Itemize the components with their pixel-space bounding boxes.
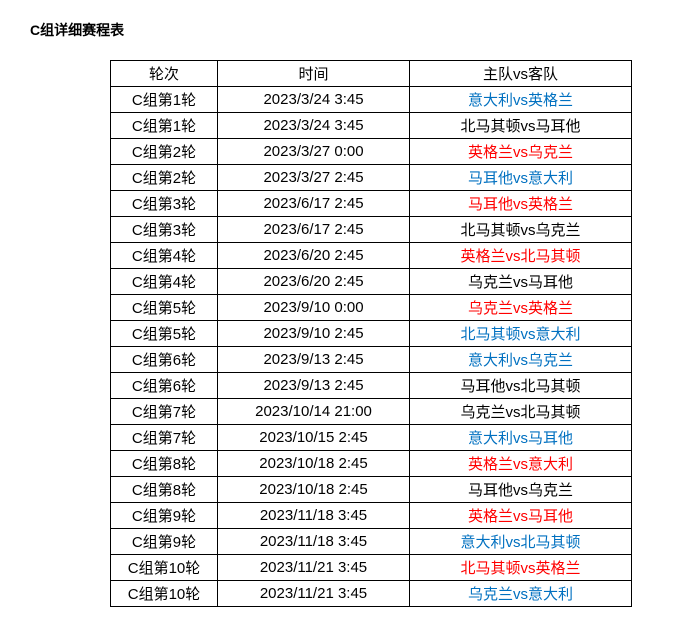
- cell-round: C组第6轮: [111, 347, 218, 373]
- cell-round: C组第9轮: [111, 503, 218, 529]
- cell-match: 意大利vs乌克兰: [410, 347, 632, 373]
- table-row: C组第7轮2023/10/15 2:45意大利vs马耳他: [111, 425, 632, 451]
- cell-time: 2023/11/21 3:45: [218, 581, 410, 607]
- table-row: C组第5轮2023/9/10 2:45北马其顿vs意大利: [111, 321, 632, 347]
- cell-time: 2023/3/27 2:45: [218, 165, 410, 191]
- cell-round: C组第10轮: [111, 581, 218, 607]
- cell-round: C组第1轮: [111, 87, 218, 113]
- cell-match: 英格兰vs北马其顿: [410, 243, 632, 269]
- table-row: C组第2轮2023/3/27 0:00英格兰vs乌克兰: [111, 139, 632, 165]
- table-header-row: 轮次 时间 主队vs客队: [111, 61, 632, 87]
- cell-round: C组第7轮: [111, 425, 218, 451]
- cell-round: C组第3轮: [111, 191, 218, 217]
- cell-match: 马耳他vs英格兰: [410, 191, 632, 217]
- table-row: C组第10轮2023/11/21 3:45北马其顿vs英格兰: [111, 555, 632, 581]
- col-header-match: 主队vs客队: [410, 61, 632, 87]
- table-row: C组第8轮2023/10/18 2:45英格兰vs意大利: [111, 451, 632, 477]
- cell-round: C组第8轮: [111, 451, 218, 477]
- cell-match: 意大利vs马耳他: [410, 425, 632, 451]
- cell-time: 2023/3/24 3:45: [218, 87, 410, 113]
- cell-round: C组第10轮: [111, 555, 218, 581]
- cell-match: 北马其顿vs英格兰: [410, 555, 632, 581]
- table-row: C组第1轮2023/3/24 3:45北马其顿vs马耳他: [111, 113, 632, 139]
- col-header-round: 轮次: [111, 61, 218, 87]
- cell-time: 2023/9/13 2:45: [218, 373, 410, 399]
- cell-time: 2023/10/18 2:45: [218, 477, 410, 503]
- schedule-table: 轮次 时间 主队vs客队 C组第1轮2023/3/24 3:45意大利vs英格兰…: [110, 60, 632, 607]
- cell-round: C组第2轮: [111, 165, 218, 191]
- cell-match: 意大利vs英格兰: [410, 87, 632, 113]
- cell-time: 2023/10/18 2:45: [218, 451, 410, 477]
- cell-match: 北马其顿vs马耳他: [410, 113, 632, 139]
- cell-time: 2023/9/10 0:00: [218, 295, 410, 321]
- cell-time: 2023/6/20 2:45: [218, 269, 410, 295]
- cell-match: 马耳他vs北马其顿: [410, 373, 632, 399]
- cell-round: C组第3轮: [111, 217, 218, 243]
- table-row: C组第8轮2023/10/18 2:45马耳他vs乌克兰: [111, 477, 632, 503]
- cell-time: 2023/10/14 21:00: [218, 399, 410, 425]
- cell-time: 2023/11/21 3:45: [218, 555, 410, 581]
- cell-round: C组第5轮: [111, 321, 218, 347]
- cell-time: 2023/3/27 0:00: [218, 139, 410, 165]
- table-row: C组第9轮2023/11/18 3:45意大利vs北马其顿: [111, 529, 632, 555]
- cell-round: C组第4轮: [111, 243, 218, 269]
- cell-match: 北马其顿vs乌克兰: [410, 217, 632, 243]
- cell-round: C组第7轮: [111, 399, 218, 425]
- cell-round: C组第2轮: [111, 139, 218, 165]
- cell-match: 英格兰vs意大利: [410, 451, 632, 477]
- cell-match: 乌克兰vs北马其顿: [410, 399, 632, 425]
- table-row: C组第10轮2023/11/21 3:45乌克兰vs意大利: [111, 581, 632, 607]
- cell-time: 2023/3/24 3:45: [218, 113, 410, 139]
- cell-time: 2023/9/10 2:45: [218, 321, 410, 347]
- table-row: C组第1轮2023/3/24 3:45意大利vs英格兰: [111, 87, 632, 113]
- cell-match: 乌克兰vs英格兰: [410, 295, 632, 321]
- table-row: C组第3轮2023/6/17 2:45马耳他vs英格兰: [111, 191, 632, 217]
- cell-round: C组第4轮: [111, 269, 218, 295]
- cell-time: 2023/6/17 2:45: [218, 191, 410, 217]
- page-title: C组详细赛程表: [30, 20, 674, 40]
- cell-match: 马耳他vs乌克兰: [410, 477, 632, 503]
- cell-round: C组第6轮: [111, 373, 218, 399]
- cell-match: 英格兰vs乌克兰: [410, 139, 632, 165]
- cell-match: 乌克兰vs意大利: [410, 581, 632, 607]
- table-row: C组第4轮2023/6/20 2:45乌克兰vs马耳他: [111, 269, 632, 295]
- cell-round: C组第9轮: [111, 529, 218, 555]
- cell-match: 意大利vs北马其顿: [410, 529, 632, 555]
- cell-time: 2023/9/13 2:45: [218, 347, 410, 373]
- table-row: C组第2轮2023/3/27 2:45马耳他vs意大利: [111, 165, 632, 191]
- cell-time: 2023/6/20 2:45: [218, 243, 410, 269]
- table-row: C组第3轮2023/6/17 2:45北马其顿vs乌克兰: [111, 217, 632, 243]
- table-row: C组第7轮2023/10/14 21:00乌克兰vs北马其顿: [111, 399, 632, 425]
- cell-match: 英格兰vs马耳他: [410, 503, 632, 529]
- cell-time: 2023/11/18 3:45: [218, 503, 410, 529]
- cell-round: C组第1轮: [111, 113, 218, 139]
- col-header-time: 时间: [218, 61, 410, 87]
- cell-round: C组第8轮: [111, 477, 218, 503]
- cell-time: 2023/10/15 2:45: [218, 425, 410, 451]
- table-row: C组第9轮2023/11/18 3:45英格兰vs马耳他: [111, 503, 632, 529]
- table-row: C组第6轮2023/9/13 2:45意大利vs乌克兰: [111, 347, 632, 373]
- cell-round: C组第5轮: [111, 295, 218, 321]
- table-row: C组第4轮2023/6/20 2:45英格兰vs北马其顿: [111, 243, 632, 269]
- table-row: C组第5轮2023/9/10 0:00乌克兰vs英格兰: [111, 295, 632, 321]
- cell-match: 马耳他vs意大利: [410, 165, 632, 191]
- table-body: C组第1轮2023/3/24 3:45意大利vs英格兰C组第1轮2023/3/2…: [111, 87, 632, 607]
- cell-match: 北马其顿vs意大利: [410, 321, 632, 347]
- schedule-table-wrap: 轮次 时间 主队vs客队 C组第1轮2023/3/24 3:45意大利vs英格兰…: [110, 60, 674, 607]
- cell-time: 2023/11/18 3:45: [218, 529, 410, 555]
- cell-time: 2023/6/17 2:45: [218, 217, 410, 243]
- cell-match: 乌克兰vs马耳他: [410, 269, 632, 295]
- table-row: C组第6轮2023/9/13 2:45马耳他vs北马其顿: [111, 373, 632, 399]
